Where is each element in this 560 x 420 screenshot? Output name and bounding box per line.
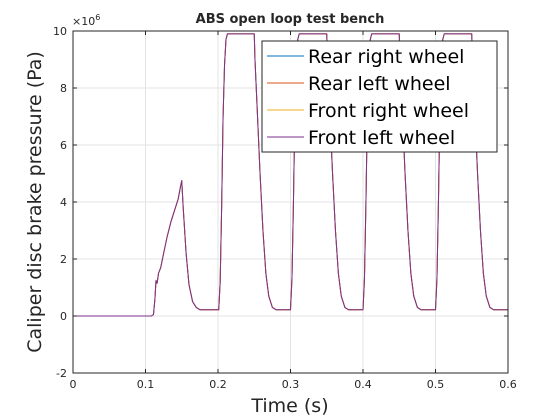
- y-tick-label: 6: [60, 139, 67, 152]
- y-tick-label: 8: [60, 82, 67, 95]
- legend: Rear right wheel Rear left wheel Front rig…: [261, 40, 498, 153]
- y-tick-label: -2: [56, 367, 67, 380]
- y-tick-label: 10: [53, 25, 67, 38]
- series-line-4: [73, 33, 508, 317]
- x-tick-label: 0: [70, 378, 77, 391]
- legend-label-1: Rear right wheel: [308, 46, 464, 68]
- y-exponent-label: ×106: [72, 13, 100, 28]
- legend-label-4: Front left wheel: [308, 127, 455, 149]
- x-tick-label: 0.2: [209, 378, 227, 391]
- x-tick-label: 0.5: [427, 378, 445, 391]
- series-layer: [73, 33, 508, 317]
- x-tick-label: 0.3: [282, 378, 300, 391]
- x-tick-label: 0.6: [499, 378, 517, 391]
- y-multiplier: ×10: [72, 15, 95, 28]
- y-tick-label: 0: [60, 310, 67, 323]
- y-exponent: 6: [95, 13, 100, 22]
- x-axis-label: Time (s): [250, 395, 328, 417]
- legend-box: [261, 40, 498, 153]
- y-tick-label: 2: [60, 253, 67, 266]
- y-tick-label: 4: [60, 196, 67, 209]
- legend-label-3: Front right wheel: [308, 100, 469, 122]
- legend-label-2: Rear left wheel: [308, 73, 451, 95]
- chart-title: ABS open loop test bench: [196, 12, 385, 27]
- x-tick-label: 0.4: [354, 378, 372, 391]
- y-axis-label: Caliper disc brake pressure (Pa): [24, 51, 46, 353]
- x-tick-label: 0.1: [137, 378, 155, 391]
